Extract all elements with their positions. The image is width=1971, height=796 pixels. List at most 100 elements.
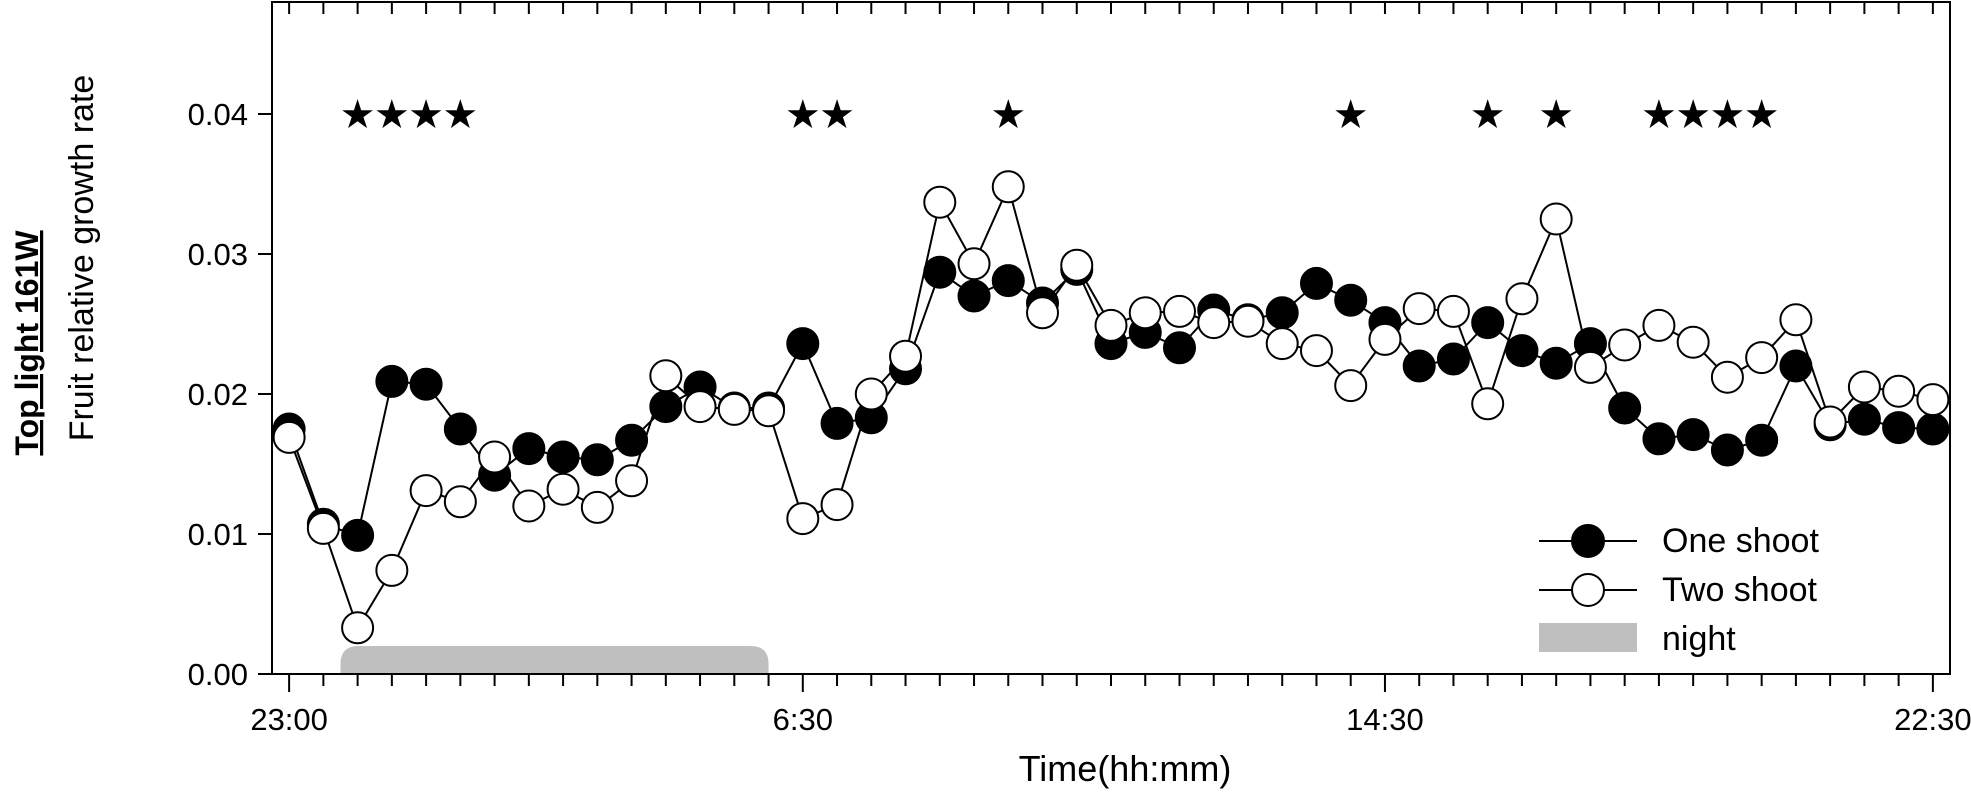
y-tick-label: 0.02 bbox=[188, 377, 248, 412]
data-point-two-shoot bbox=[1676, 325, 1710, 359]
data-point-one-shoot bbox=[1334, 283, 1368, 317]
data-point-one-shoot bbox=[1265, 296, 1299, 330]
x-tick-label: 6:30 bbox=[773, 702, 833, 737]
data-point-two-shoot bbox=[1368, 322, 1402, 356]
data-point-two-shoot bbox=[1847, 370, 1881, 404]
data-point-two-shoot bbox=[854, 377, 888, 411]
data-point-two-shoot bbox=[1265, 327, 1299, 361]
data-point-two-shoot bbox=[786, 502, 820, 536]
data-point-one-shoot bbox=[1882, 411, 1916, 445]
data-point-two-shoot bbox=[1608, 328, 1642, 362]
significance-star: ★ bbox=[1675, 93, 1711, 137]
data-point-one-shoot bbox=[820, 406, 854, 440]
significance-star: ★ bbox=[990, 93, 1026, 137]
data-point-two-shoot bbox=[546, 472, 580, 506]
data-point-two-shoot bbox=[1471, 387, 1505, 421]
data-point-two-shoot bbox=[341, 611, 375, 645]
significance-star: ★ bbox=[1744, 93, 1780, 137]
data-point-two-shoot bbox=[1299, 334, 1333, 368]
data-point-one-shoot bbox=[580, 443, 614, 477]
significance-star: ★ bbox=[819, 93, 855, 137]
data-point-two-shoot bbox=[889, 339, 923, 373]
data-point-one-shoot bbox=[1162, 331, 1196, 365]
data-point-two-shoot bbox=[1573, 350, 1607, 384]
data-point-one-shoot bbox=[1539, 346, 1573, 380]
data-point-two-shoot bbox=[649, 359, 683, 393]
data-point-two-shoot bbox=[443, 485, 477, 519]
significance-star: ★ bbox=[374, 93, 410, 137]
significance-star: ★ bbox=[340, 93, 376, 137]
data-point-one-shoot bbox=[1402, 349, 1436, 383]
data-point-two-shoot bbox=[1128, 296, 1162, 330]
data-point-two-shoot bbox=[512, 489, 546, 523]
data-point-one-shoot bbox=[1299, 266, 1333, 300]
data-point-two-shoot bbox=[752, 394, 786, 428]
y-axis-label: Fruit relative growth rate bbox=[63, 75, 101, 442]
data-point-two-shoot bbox=[1231, 304, 1265, 338]
x-axis-label: Time(hh:mm) bbox=[1019, 748, 1232, 789]
data-point-one-shoot bbox=[1916, 412, 1950, 446]
significance-star: ★ bbox=[1538, 93, 1574, 137]
legend-swatch-night bbox=[1539, 623, 1637, 652]
data-point-two-shoot bbox=[1505, 282, 1539, 316]
data-point-two-shoot bbox=[1539, 202, 1573, 236]
data-point-one-shoot bbox=[1745, 423, 1779, 457]
significance-star: ★ bbox=[442, 93, 478, 137]
data-point-two-shoot bbox=[820, 488, 854, 522]
night-band bbox=[340, 646, 769, 674]
legend: One shoot Two shoot night bbox=[1539, 522, 1819, 658]
significance-star: ★ bbox=[1470, 93, 1506, 137]
legend-marker-two-shoot bbox=[1571, 573, 1605, 607]
data-point-one-shoot bbox=[786, 327, 820, 361]
y-tick-label: 0.03 bbox=[188, 237, 248, 272]
data-point-one-shoot bbox=[443, 412, 477, 446]
data-point-two-shoot bbox=[957, 247, 991, 281]
legend-label-night: night bbox=[1662, 620, 1736, 658]
data-point-one-shoot bbox=[341, 518, 375, 552]
data-point-two-shoot bbox=[1779, 303, 1813, 337]
data-point-two-shoot bbox=[1094, 308, 1128, 342]
data-point-two-shoot bbox=[1916, 383, 1950, 417]
y-tick-label: 0.00 bbox=[188, 657, 248, 692]
y-tick-label: 0.04 bbox=[188, 97, 248, 132]
data-point-one-shoot bbox=[1608, 391, 1642, 425]
data-point-one-shoot bbox=[375, 364, 409, 398]
series-line-two-shoot bbox=[288, 183, 1934, 631]
data-point-one-shoot bbox=[512, 432, 546, 466]
data-point-two-shoot bbox=[1813, 405, 1847, 439]
data-point-two-shoot bbox=[1334, 369, 1368, 403]
data-point-two-shoot bbox=[1745, 341, 1779, 375]
data-point-two-shoot bbox=[306, 511, 340, 545]
data-point-one-shoot bbox=[1847, 402, 1881, 436]
data-point-two-shoot bbox=[683, 390, 717, 424]
data-point-two-shoot bbox=[409, 474, 443, 508]
data-point-two-shoot bbox=[375, 553, 409, 587]
x-tick-label: 14:30 bbox=[1346, 702, 1424, 737]
data-point-two-shoot bbox=[478, 440, 512, 474]
data-point-one-shoot bbox=[615, 423, 649, 457]
data-point-one-shoot bbox=[1642, 422, 1676, 456]
legend-marker-one-shoot bbox=[1571, 524, 1605, 558]
data-point-one-shoot bbox=[1471, 306, 1505, 340]
data-point-two-shoot bbox=[1882, 374, 1916, 408]
significance-star: ★ bbox=[1333, 93, 1369, 137]
significance-star: ★ bbox=[785, 93, 821, 137]
data-point-one-shoot bbox=[1676, 418, 1710, 452]
data-point-two-shoot bbox=[1436, 294, 1470, 328]
data-point-one-shoot bbox=[1436, 342, 1470, 376]
data-point-one-shoot bbox=[409, 367, 443, 401]
data-point-two-shoot bbox=[717, 392, 751, 426]
data-point-two-shoot bbox=[615, 464, 649, 498]
data-point-one-shoot bbox=[923, 255, 957, 289]
x-tick-label: 23:00 bbox=[250, 702, 328, 737]
y-tick-label: 0.01 bbox=[188, 517, 248, 552]
data-point-one-shoot bbox=[957, 279, 991, 313]
data-point-two-shoot bbox=[580, 490, 614, 524]
legend-label-two-shoot: Two shoot bbox=[1662, 571, 1818, 609]
data-point-two-shoot bbox=[923, 185, 957, 219]
data-point-two-shoot bbox=[1026, 296, 1060, 330]
x-tick-label: 22:30 bbox=[1894, 702, 1971, 737]
data-point-two-shoot bbox=[1162, 294, 1196, 328]
data-point-one-shoot bbox=[1779, 349, 1813, 383]
